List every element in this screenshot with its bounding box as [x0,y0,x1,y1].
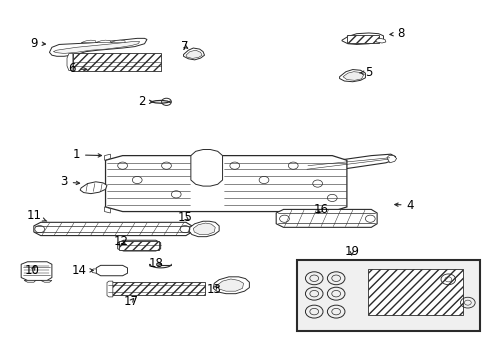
Polygon shape [183,48,204,60]
Polygon shape [53,41,140,53]
Polygon shape [185,50,202,58]
Text: 8: 8 [389,27,404,40]
Polygon shape [302,167,311,174]
Polygon shape [21,262,52,280]
Text: 10: 10 [25,264,40,277]
Polygon shape [41,280,52,282]
Text: 3: 3 [61,175,80,188]
Text: 16: 16 [313,203,328,216]
Polygon shape [213,277,249,294]
Polygon shape [190,149,222,186]
Text: 17: 17 [123,295,139,308]
Polygon shape [339,69,365,82]
Polygon shape [342,72,363,80]
Polygon shape [91,269,96,273]
Text: 1: 1 [72,148,102,161]
Polygon shape [104,207,110,213]
Polygon shape [34,222,191,235]
Polygon shape [105,156,346,212]
Text: 4: 4 [394,199,413,212]
Polygon shape [302,154,395,174]
Polygon shape [386,156,396,163]
Text: 13: 13 [206,283,221,296]
Polygon shape [81,40,96,42]
Bar [346,35,378,43]
Text: 11: 11 [26,210,47,222]
Polygon shape [341,33,383,44]
Polygon shape [96,265,127,276]
Text: 14: 14 [71,264,93,277]
Bar [108,282,205,296]
Bar [73,53,160,71]
Polygon shape [24,280,36,282]
Text: 15: 15 [177,211,192,224]
Polygon shape [375,39,385,43]
Polygon shape [96,40,110,42]
Polygon shape [49,39,147,56]
Polygon shape [107,281,113,297]
Text: 9: 9 [30,36,45,50]
Text: 19: 19 [344,244,359,257]
Polygon shape [80,182,107,194]
Polygon shape [67,53,73,71]
Text: 18: 18 [148,257,163,270]
Text: 7: 7 [181,40,188,53]
Polygon shape [276,210,376,227]
Polygon shape [217,279,243,291]
Text: 6: 6 [67,62,87,75]
Polygon shape [110,40,125,42]
Polygon shape [193,223,215,234]
Polygon shape [118,240,160,251]
Bar [297,260,479,331]
Text: 5: 5 [359,66,372,79]
Bar [367,269,462,315]
Text: 2: 2 [138,95,152,108]
Bar [119,241,159,250]
Text: 12: 12 [114,235,129,248]
Polygon shape [104,154,110,160]
Polygon shape [188,221,219,237]
